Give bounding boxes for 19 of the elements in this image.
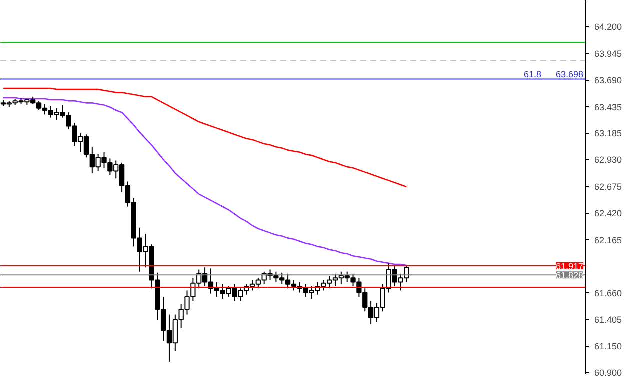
line-series bbox=[2, 88, 408, 188]
y-tick-label: 61.660 bbox=[594, 288, 622, 298]
y-tick-label: 60.900 bbox=[594, 368, 622, 378]
y-tick-label: 64.200 bbox=[594, 22, 622, 32]
line-series bbox=[2, 97, 408, 266]
y-tick-label: 63.945 bbox=[594, 48, 622, 59]
ref-line-label: 61.828 bbox=[556, 270, 584, 281]
y-tick-label: 61.150 bbox=[594, 342, 622, 352]
y-tick-label: 62.165 bbox=[594, 235, 622, 246]
y-tick-label: 63.435 bbox=[594, 102, 622, 112]
y-tick-label: 63.690 bbox=[594, 76, 622, 86]
ref-line-label: 63.698 bbox=[556, 69, 584, 80]
y-tick-label: 62.675 bbox=[594, 182, 622, 192]
y-tick-label: 62.930 bbox=[594, 155, 622, 166]
y-tick-label: 62.420 bbox=[594, 208, 622, 219]
ref-line-label: 61.917 bbox=[556, 261, 584, 272]
text: 61.8 bbox=[524, 69, 542, 80]
y-tick-label: 63.185 bbox=[594, 128, 622, 139]
y-tick-label: 61.405 bbox=[594, 315, 622, 325]
